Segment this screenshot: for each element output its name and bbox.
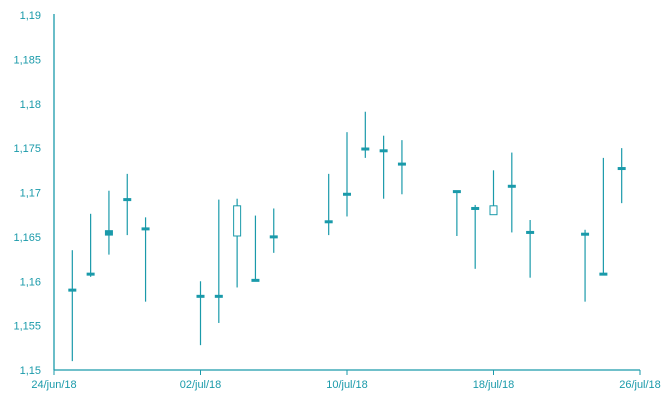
candle xyxy=(123,173,132,236)
candle xyxy=(343,132,351,217)
candle-body-down xyxy=(361,147,370,151)
candle-body-up xyxy=(489,205,498,216)
candle-body-down xyxy=(617,167,626,171)
candle xyxy=(141,217,150,302)
candle-body-down xyxy=(123,198,132,202)
candle-body-down xyxy=(343,192,351,196)
candle xyxy=(471,204,480,269)
candle-body-down xyxy=(379,149,388,153)
candle-body-down xyxy=(397,162,406,166)
y-tick-label: 1,175 xyxy=(13,143,41,155)
candle xyxy=(269,208,278,253)
y-tick-label: 1,17 xyxy=(20,188,41,200)
candle xyxy=(361,111,370,158)
candle xyxy=(617,148,626,204)
candle-body-down xyxy=(141,227,150,231)
x-tick-label: 26/jul/18 xyxy=(619,379,661,391)
candle-body-down xyxy=(471,206,480,210)
candle xyxy=(104,190,113,255)
x-tick-marks xyxy=(53,370,641,375)
candle xyxy=(507,152,516,233)
candles xyxy=(68,111,626,362)
y-tick-labels: 1,15 1,155 1,16 1,165 1,17 1,175 1,18 1,185 1,19 xyxy=(13,10,41,377)
y-tick-label: 1,19 xyxy=(20,10,41,22)
candle xyxy=(196,281,205,346)
candle-body-down xyxy=(269,235,278,239)
candle-body-down xyxy=(104,230,113,236)
x-tick-label: 02/jul/18 xyxy=(180,379,222,391)
y-tick-label: 1,16 xyxy=(20,276,41,288)
x-tick-label: 10/jul/18 xyxy=(326,379,368,391)
candle xyxy=(599,157,608,276)
x-tick-label: 24/jun/18 xyxy=(31,379,76,391)
candle-body-down xyxy=(526,230,535,234)
candle xyxy=(526,220,535,278)
candle-body-down xyxy=(68,288,77,292)
candle xyxy=(379,135,388,199)
candle-body-down xyxy=(251,278,260,282)
candle xyxy=(581,229,590,302)
candle xyxy=(214,199,223,323)
candle xyxy=(397,140,406,195)
candle-body-down xyxy=(507,184,516,188)
y-tick-label: 1,15 xyxy=(20,365,41,377)
x-tick-label: 18/jul/18 xyxy=(473,379,515,391)
candle xyxy=(251,215,260,282)
candle-body-down xyxy=(452,190,461,194)
candle xyxy=(324,173,333,236)
candle-body-down xyxy=(196,294,205,298)
candle-body-down xyxy=(214,294,223,298)
x-tick-labels: 24/jun/18 02/jul/18 10/jul/18 18/jul/18 26/j… xyxy=(31,379,660,391)
candle xyxy=(233,198,242,288)
y-tick-label: 1,155 xyxy=(13,321,41,333)
candle xyxy=(86,213,95,277)
candle-body-down xyxy=(581,232,590,236)
candle xyxy=(489,170,498,216)
y-tick-label: 1,185 xyxy=(13,54,41,66)
y-tick-label: 1,165 xyxy=(13,232,41,244)
candle-body-up xyxy=(233,205,242,237)
candle-body-down xyxy=(599,272,608,276)
candle-body-down xyxy=(324,220,333,224)
y-tick-label: 1,18 xyxy=(20,99,41,111)
candle xyxy=(68,250,77,362)
candle xyxy=(452,190,461,236)
candle-body-down xyxy=(86,272,95,276)
